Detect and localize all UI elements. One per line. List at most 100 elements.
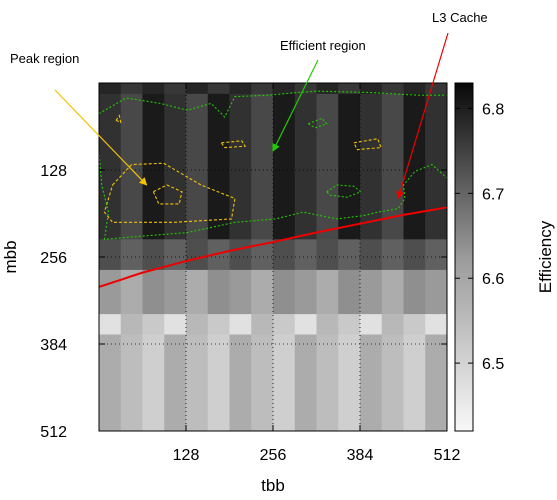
heatmap-cell <box>186 334 209 431</box>
x-tick-label: 512 <box>434 447 461 464</box>
heatmap-cell <box>186 93 209 240</box>
heatmap-cell <box>251 334 274 431</box>
heatmap-cell <box>186 269 209 315</box>
heatmap-cell <box>273 269 296 315</box>
efficient-region-contour <box>326 184 362 198</box>
heatmap-cell <box>164 314 187 335</box>
heatmap-cell <box>316 93 339 240</box>
axis-ticks: 128 256 384 512 128 256 384 512 <box>40 83 460 464</box>
heatmap-cell <box>164 93 187 240</box>
heatmap-cell <box>99 239 122 271</box>
heatmap-cell <box>186 239 209 271</box>
peak-region-annotation: Peak region <box>10 51 79 66</box>
heatmap-cell <box>338 269 361 315</box>
heatmap-cell <box>120 239 143 271</box>
heatmap-cell <box>142 239 165 271</box>
efficient-region-contour <box>99 90 447 118</box>
heatmap-cell <box>229 314 252 335</box>
heatmap-cell <box>207 83 230 95</box>
heatmap-cell <box>338 314 361 335</box>
heatmap-cell <box>142 314 165 335</box>
heatmap-cell <box>294 93 317 240</box>
heatmap-cell <box>294 314 317 335</box>
contour-lines <box>99 90 447 288</box>
heatmap-cell <box>360 314 383 335</box>
heatmap-cell <box>120 93 143 240</box>
colorbar: 6.5 6.6 6.7 6.8 Efficiency <box>454 82 555 432</box>
heatmap-cell <box>403 83 426 95</box>
heatmap-cell <box>381 314 404 335</box>
heatmap-cell <box>294 269 317 315</box>
peak-region-contour <box>353 138 382 151</box>
heatmap-cell <box>251 314 274 335</box>
heatmap-cell <box>120 334 143 431</box>
heatmap-cell <box>164 83 187 95</box>
heatmap-cell <box>99 314 122 335</box>
heatmap-cell <box>229 83 252 95</box>
heatmap-cell <box>316 314 339 335</box>
heatmap-cell <box>186 314 209 335</box>
l3-cache-line <box>99 206 447 288</box>
x-tick-label: 256 <box>260 447 287 464</box>
l3-cache-annotation: L3 Cache <box>432 10 488 25</box>
heatmap-cell <box>207 93 230 240</box>
efficient-region-contour <box>99 150 447 240</box>
heatmap-cell <box>164 269 187 315</box>
colorbar-tick-label: 6.8 <box>482 101 504 118</box>
x-axis-label: tbb <box>261 476 285 495</box>
heatmap-cell <box>403 239 426 271</box>
heatmap-cell <box>229 239 252 271</box>
heatmap-cell <box>142 269 165 315</box>
colorbar-tick-label: 6.6 <box>482 271 504 288</box>
heatmap-cell <box>99 93 122 240</box>
peak-region-contour <box>152 184 183 205</box>
heatmap-cell <box>251 239 274 271</box>
colorbar-label: Efficiency <box>536 220 555 293</box>
heatmap-cell <box>338 93 361 240</box>
x-tick-label: 128 <box>173 447 200 464</box>
heatmap-cell <box>381 83 404 95</box>
heatmap-cell <box>403 314 426 335</box>
heatmap-cell <box>273 93 296 240</box>
heatmap-cell <box>360 334 383 431</box>
heatmap-cell <box>338 83 361 95</box>
heatmap-cell <box>120 269 143 315</box>
heatmap-cell <box>381 239 404 271</box>
heatmap-cell <box>186 83 209 95</box>
y-tick-label: 512 <box>40 424 67 441</box>
heatmap-cell <box>120 83 143 95</box>
heatmap-cell <box>142 83 165 95</box>
heatmap-cell <box>403 334 426 431</box>
heatmap-cell <box>425 269 447 315</box>
heatmap-cell <box>360 269 383 315</box>
heatmap-cell <box>294 83 317 95</box>
heatmap-cell <box>316 269 339 315</box>
heatmap-cell <box>360 83 383 95</box>
peak-region-contour <box>103 162 236 223</box>
heatmap-cell <box>425 93 447 240</box>
heatmap-cell <box>207 269 230 315</box>
heatmap-cell <box>164 334 187 431</box>
heatmap-cell <box>425 83 447 95</box>
heatmap-cell <box>99 334 122 431</box>
heatmap-cell <box>120 314 143 335</box>
colorbar-tick-label: 6.7 <box>482 186 504 203</box>
peak-region-contour <box>220 140 247 149</box>
heatmap-cell <box>316 239 339 271</box>
heatmap-cell <box>273 239 296 271</box>
efficient-region-contour <box>308 117 328 129</box>
efficient-region-arrow <box>272 59 319 152</box>
heatmap-cell <box>273 334 296 431</box>
heatmap-cell <box>207 239 230 271</box>
heatmap-cell <box>251 83 274 95</box>
heatmap-cell <box>403 93 426 240</box>
y-axis-label: mbb <box>1 240 20 273</box>
heatmap-cell <box>207 334 230 431</box>
heatmap-cell <box>273 314 296 335</box>
colorbar-tick-label: 6.5 <box>482 356 504 373</box>
l3-cache-arrow <box>396 32 449 200</box>
heatmap-cell <box>251 269 274 315</box>
heatmap-cell <box>381 334 404 431</box>
heatmap-cell <box>381 93 404 240</box>
